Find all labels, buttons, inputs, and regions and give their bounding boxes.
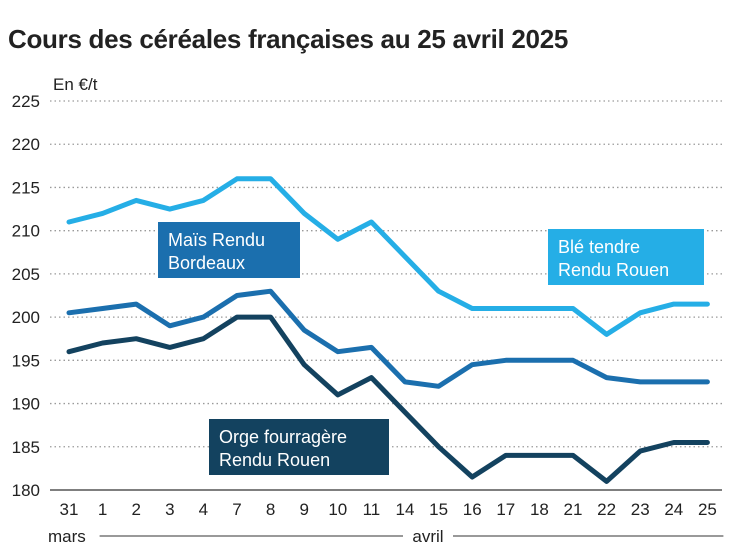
- series-label: Blé tendre Rendu Rouen: [548, 229, 704, 285]
- x-tick-label: 23: [631, 500, 650, 519]
- series-labels: Blé tendre Rendu Rouen Maïs Rendu Bordeaux O…: [158, 222, 704, 475]
- x-tick-label: 11: [363, 500, 381, 519]
- x-tick-label: 7: [232, 500, 241, 519]
- y-tick-label: 185: [12, 438, 40, 457]
- x-tick-label: 25: [698, 500, 717, 519]
- series-label-box: [158, 222, 300, 278]
- series-line: [66, 288, 710, 389]
- series-line: [66, 314, 710, 484]
- x-tick-label: 22: [597, 500, 616, 519]
- y-tick-label: 180: [12, 481, 40, 500]
- x-tick-label: 17: [496, 500, 515, 519]
- series-label-text: Bordeaux: [168, 253, 245, 273]
- x-tick-label: 10: [328, 500, 347, 519]
- month-label: avril: [412, 527, 443, 546]
- chart-title: Cours des céréales françaises au 25 avri…: [8, 24, 569, 54]
- series-label-text: Rendu Rouen: [558, 260, 669, 280]
- x-tick-label: 8: [266, 500, 275, 519]
- x-tick-label: 3: [165, 500, 174, 519]
- x-tick-label: 15: [429, 500, 448, 519]
- series-label: Maïs Rendu Bordeaux: [158, 222, 300, 278]
- x-tick-label: 9: [299, 500, 308, 519]
- x-tick-label: 14: [396, 500, 415, 519]
- y-tick-label: 190: [12, 395, 40, 414]
- x-tick-label: 2: [131, 500, 140, 519]
- series-label: Orge fourragère Rendu Rouen: [209, 419, 389, 475]
- x-axis: 31 1 2 3 4 7 8 9 10 11 14 15 16 17 18 21 22 23 24 25: [60, 500, 717, 519]
- series-label-text: Rendu Rouen: [219, 450, 330, 470]
- series-label-box: [209, 419, 389, 475]
- series-label-text: Blé tendre: [558, 237, 640, 257]
- x-tick-label: 24: [664, 500, 683, 519]
- x-tick-label: 18: [530, 500, 549, 519]
- y-tick-label: 200: [12, 308, 40, 327]
- y-tick-label: 220: [12, 135, 40, 154]
- series-label-text: Orge fourragère: [219, 427, 347, 447]
- x-tick-label: 31: [60, 500, 79, 519]
- y-axis-unit-label: En €/t: [53, 75, 98, 94]
- x-tick-label: 4: [199, 500, 208, 519]
- series-label-box: [548, 229, 704, 285]
- series-line: [66, 176, 710, 337]
- x-tick-label: 21: [564, 500, 583, 519]
- y-tick-label: 225: [12, 92, 40, 111]
- month-labels: mars avril: [48, 527, 724, 546]
- series-lines: [66, 176, 710, 484]
- y-tick-label: 210: [12, 222, 40, 241]
- x-tick-label: 1: [98, 500, 107, 519]
- y-tick-label: 215: [12, 178, 40, 197]
- x-tick-label: 16: [463, 500, 482, 519]
- y-tick-label: 205: [12, 265, 40, 284]
- month-label: mars: [48, 527, 86, 546]
- y-tick-label: 195: [12, 351, 40, 370]
- series-label-text: Maïs Rendu: [168, 230, 265, 250]
- y-axis: 180 185 190 195 200 205 210 215 220 225: [12, 92, 40, 500]
